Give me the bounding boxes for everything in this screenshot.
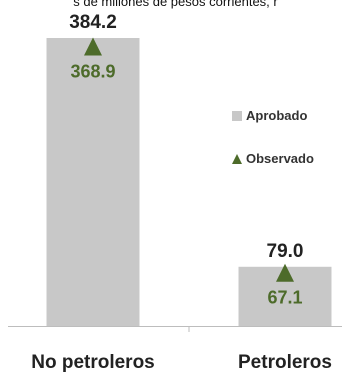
data-label-aprobado-no-petroleros: 384.2 (69, 12, 117, 33)
legend-label-aprobado: Aprobado (246, 108, 308, 123)
legend-item-observado: Observado (232, 151, 314, 166)
legend-item-aprobado: Aprobado (232, 108, 307, 123)
observado-triangle-icon (232, 153, 242, 164)
aprobado-swatch (232, 110, 242, 121)
bar-aprobado-no-petroleros (46, 38, 140, 326)
x-tick-label-no-petroleros: No petroleros (31, 352, 155, 373)
marker-observado-no-petroleros (84, 37, 102, 56)
x-tick-label-petroleros: Petroleros (238, 352, 332, 373)
data-label-aprobado-petroleros: 79.0 (267, 241, 304, 262)
marker-observado-petroleros (276, 263, 294, 282)
chart-caption: s de millones de pesos corrientes, r (73, 0, 278, 9)
data-label-observado-no-petroleros: 368.9 (70, 61, 115, 81)
data-label-observado-petroleros: 67.1 (267, 288, 302, 308)
legend-label-observado: Observado (246, 151, 314, 166)
